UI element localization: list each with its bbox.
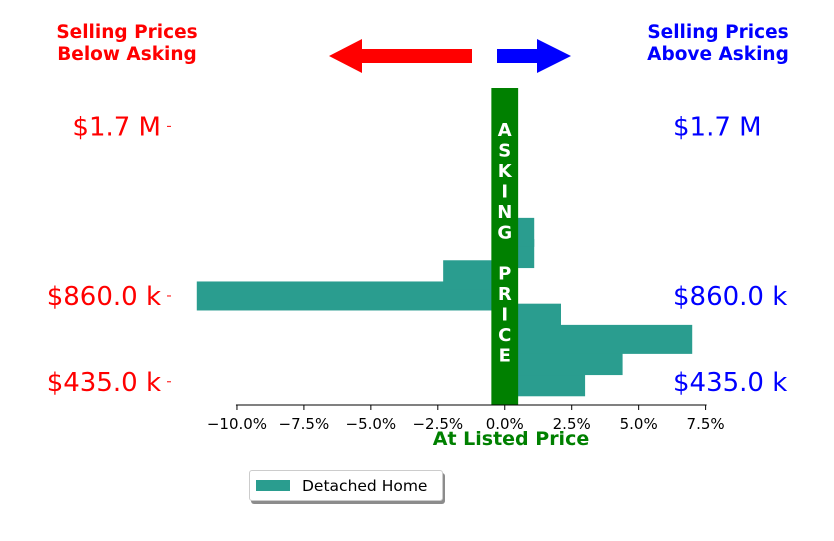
above-asking-title-line2: Above Asking	[647, 44, 789, 65]
band-letter: C	[498, 325, 511, 346]
left-y-tick-label: $860.0 k	[47, 282, 161, 312]
band-letter: S	[498, 141, 511, 162]
band-letter: N	[497, 202, 512, 223]
band-letter: R	[498, 284, 512, 305]
below-asking-title-line2: Below Asking	[57, 44, 197, 65]
x-tick-label: 2.5%	[553, 415, 591, 433]
x-tick-label: −7.5%	[279, 415, 330, 433]
legend-swatch	[256, 480, 290, 491]
right-arrow-icon	[497, 39, 571, 73]
band-letter: G	[497, 223, 512, 244]
x-axis-label: At Listed Price	[433, 428, 589, 450]
right-y-tick-label: $1.7 M	[673, 112, 762, 142]
band-letter: I	[501, 305, 508, 326]
band-letter: I	[501, 182, 508, 203]
x-tick-label: 7.5%	[687, 415, 725, 433]
legend: Detached Home	[249, 470, 443, 501]
right-y-tick-label: $435.0 k	[673, 368, 787, 398]
left-y-tick-label: $1.7 M	[72, 112, 161, 142]
x-tick-label: −10.0%	[207, 415, 267, 433]
asking-price-band	[491, 88, 519, 405]
legend-label: Detached Home	[302, 476, 428, 495]
right-y-tick-label: $860.0 k	[673, 282, 787, 312]
band-letter: E	[499, 346, 511, 367]
left-arrow-icon	[329, 39, 472, 73]
band-letter: P	[498, 264, 511, 285]
x-tick-label: 0.0%	[486, 415, 524, 433]
left-y-tick-label: $435.0 k	[47, 368, 161, 398]
below-asking-title-line1: Selling Prices	[56, 22, 197, 43]
x-tick-label: −5.0%	[346, 415, 397, 433]
x-tick-label: −2.5%	[412, 415, 463, 433]
above-asking-title-line1: Selling Prices	[647, 22, 788, 43]
band-letter: K	[498, 161, 513, 182]
band-letter: A	[498, 120, 512, 141]
x-tick-label: 5.0%	[620, 415, 658, 433]
